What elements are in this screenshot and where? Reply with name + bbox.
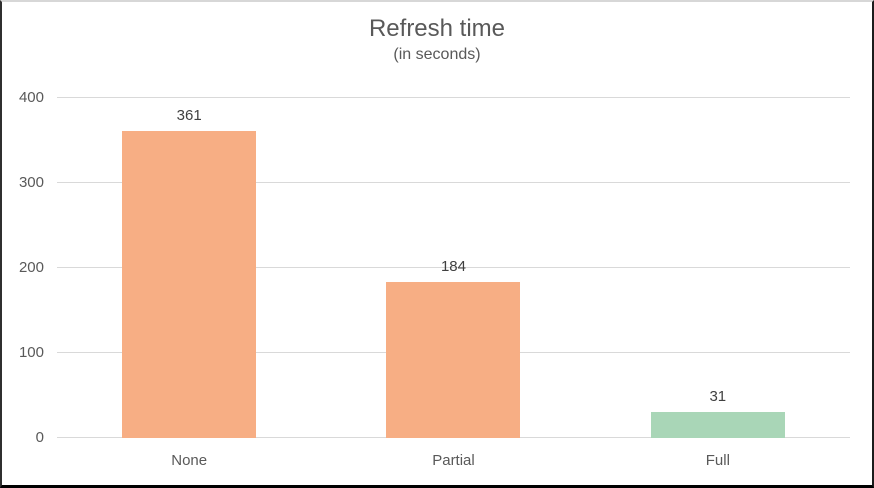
bar-none (122, 131, 257, 438)
data-label: 361 (176, 107, 202, 125)
category-none: 361 None (57, 98, 321, 469)
bar-full (650, 411, 785, 438)
data-label: 31 (709, 387, 727, 405)
y-axis-tick-label: 100 (18, 344, 44, 361)
x-axis-category-label: Full (705, 452, 730, 469)
data-label: 184 (440, 257, 466, 275)
y-axis-tick-label: 300 (18, 174, 44, 191)
category-full: 31 Full (586, 98, 850, 469)
chart-title: Refresh time (368, 15, 506, 42)
chart-subtitle: (in seconds) (393, 46, 481, 63)
y-axis-tick-label: 400 (18, 89, 44, 106)
x-axis-category-label: Partial (432, 452, 475, 469)
y-axis-tick-label: 200 (18, 259, 44, 276)
x-axis-category-label: None (171, 452, 208, 469)
gridline-y-300 (57, 182, 850, 183)
chart-header: Refresh time (in seconds) (2, 14, 872, 65)
bar-partial (386, 281, 521, 438)
y-axis-tick-label: 0 (35, 429, 44, 446)
plot-area: 0 100 200 300 400 361 None 184 Partial 31 Full (19, 89, 850, 469)
category-partial: 184 Partial (321, 98, 585, 469)
gridline-y-200 (57, 267, 850, 268)
gridline-y-400 (57, 97, 850, 98)
